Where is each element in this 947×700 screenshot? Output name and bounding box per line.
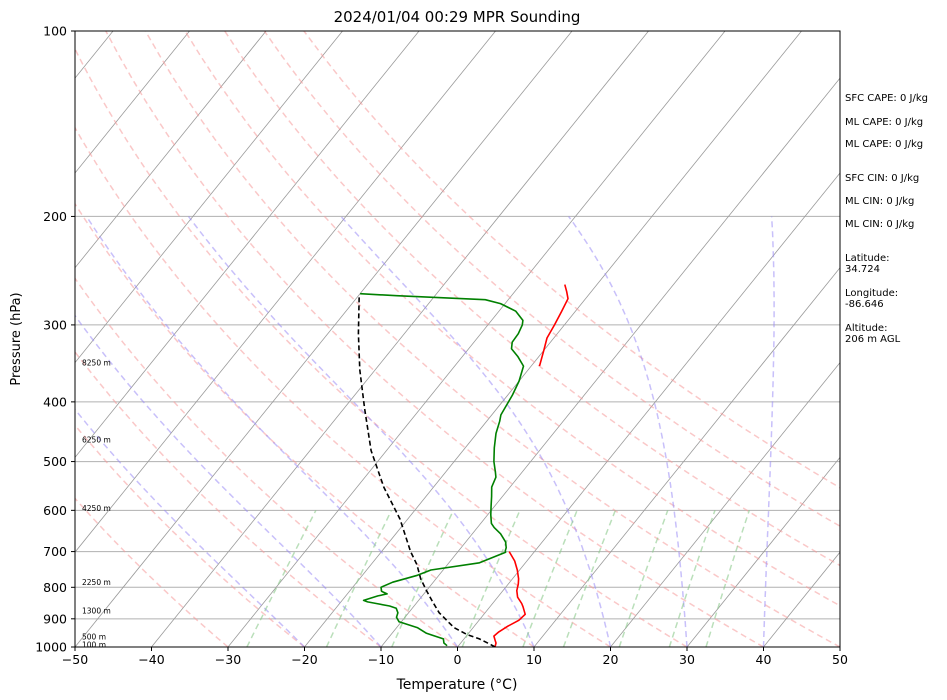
y-axis-label: Pressure (hPa) [9,292,24,385]
y-tick-label: 700 [43,544,67,559]
ml-cin-text-2: ML CIN: 0 J/kg [845,219,915,230]
height-label: 8250 m [82,358,111,367]
x-axis: −50 −40 −30 −20 −10 0 10 20 30 40 50 [62,647,848,667]
x-tick-label: 0 [454,652,462,667]
height-label: 100 m [82,640,106,649]
plot-frame [74,30,841,648]
dry-adiabat-line [105,31,764,647]
temperature-upper-trace [538,284,569,367]
dewpoint-trace [360,292,525,647]
height-label: 6250 m [82,435,111,444]
mixing-ratio-line [461,510,521,647]
x-tick-label: −20 [291,652,317,667]
dry-adiabat-line [303,31,840,489]
isotherm-line [304,31,802,647]
mixing-ratio-line [668,510,716,647]
isotherm-line [75,31,496,553]
x-tick-label: −30 [215,652,241,667]
y-tick-label: 800 [43,580,67,595]
moist-adiabat-line [75,408,306,647]
moist-adiabat-line [75,314,382,647]
longitude-value: -86.646 [845,299,884,310]
parcel-trace [357,294,496,647]
x-tick-label: 10 [526,652,542,667]
height-label: 2250 m [82,578,111,587]
height-label: 1300 m [82,606,111,615]
isotherm-line [75,31,267,269]
moist-adiabat-line [187,215,535,647]
isotherm-line [75,31,420,459]
isotherm-line [151,31,649,647]
x-tick-label: 40 [756,652,772,667]
ml-cin-text: ML CIN: 0 J/kg [845,196,915,207]
altitude-label: Altitude: [845,323,888,334]
isotherm-line [610,361,840,647]
y-axis: 1000 900 800 700 600 500 400 300 200 100 [35,24,75,655]
x-tick-label: 30 [679,652,695,667]
isotherm-line [457,172,840,647]
moist-adiabat-line [762,216,775,647]
sfc-cin-text: SFC CIN: 0 J/kg [845,173,920,184]
y-tick-label: 500 [43,454,67,469]
isotherm-line [686,456,840,647]
dry-adiabat-line [263,31,840,528]
isotherm-line [75,31,343,364]
dry-adiabat-line [75,497,229,647]
mixing-ratio-line [391,509,455,647]
isotherm-line [533,267,840,647]
sounding-traces [357,284,569,647]
isotherm-line [380,77,840,647]
x-tick-label: 50 [832,652,848,667]
height-label: 500 m [82,633,106,642]
isotherm-line [75,31,573,647]
latitude-label: Latitude: [845,253,890,264]
dry-adiabat-line [75,126,611,647]
mixing-ratio-line [705,510,751,647]
dry-adiabat-line [75,202,535,647]
mixing-ratio-line [522,510,578,647]
x-axis-label: Temperature (°C) [396,677,518,693]
moist-adiabat-line [839,638,840,647]
moist-adiabat-line [340,215,612,647]
y-tick-label: 300 [43,317,67,332]
latitude-value: 34.724 [845,264,880,275]
dry-adiabat-line [144,31,840,647]
isotherm-line [75,31,190,174]
x-tick-label: −10 [368,652,394,667]
dry-adiabat-line [224,31,840,567]
dry-adiabat-line [75,350,382,647]
y-tick-label: 200 [43,209,67,224]
x-tick-label: 20 [603,652,619,667]
mixing-ratio-line [562,510,617,647]
mixing-ratio-line [325,509,393,647]
mixing-ratio-line [618,510,669,647]
y-tick-label: 900 [43,611,67,626]
y-tick-label: 100 [43,24,67,39]
dry-adiabat-line [184,31,840,607]
temperature-trace [493,551,526,647]
isotherm-line [227,31,726,647]
y-tick-label: 600 [43,503,67,518]
ml-cape-text: ML CAPE: 0 J/kg [845,117,924,128]
background-lines [75,31,840,647]
altitude-value: 206 m AGL [845,334,901,345]
sfc-cape-text: SFC CAPE: 0 J/kg [845,93,928,104]
dry-adiabat-line [75,47,688,647]
x-tick-label: −50 [62,652,88,667]
x-tick-label: −40 [138,652,164,667]
mixing-ratio-line [246,509,317,647]
dry-adiabat-line [75,277,458,647]
ml-cape-text-2: ML CAPE: 0 J/kg [845,139,924,150]
height-label: 4250 m [82,504,111,513]
y-tick-label: 400 [43,394,67,409]
y-tick-label: 1000 [35,640,67,655]
longitude-label: Longitude: [845,288,899,299]
chart-title: 2024/01/04 00:29 MPR Sounding [334,8,581,26]
